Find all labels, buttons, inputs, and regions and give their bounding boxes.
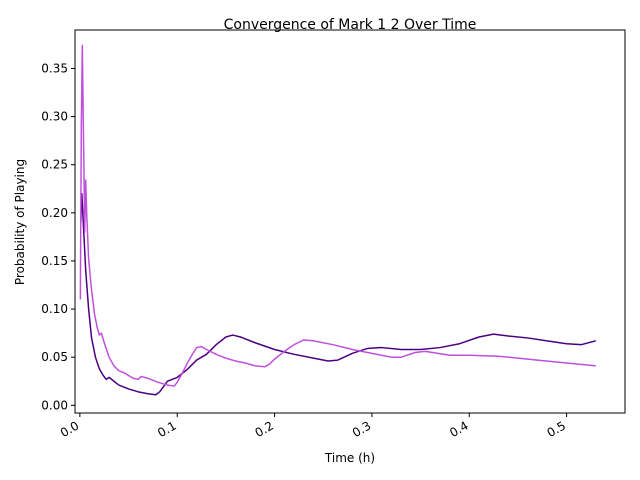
series-line-1 [80, 192, 596, 396]
series-line-2 [79, 44, 596, 387]
plot-frame [74, 29, 626, 414]
y-axis-ticks: 0.00 0.05 0.10 0.15 0.20 0.25 0.30 0.35 [41, 61, 75, 412]
x-axis-label: Time (h) [324, 451, 375, 465]
y-tick-label: 0.35 [41, 61, 68, 75]
y-tick-label: 0.20 [41, 206, 68, 220]
plot-area [79, 44, 596, 396]
chart-title: Convergence of Mark 1 2 Over Time [224, 17, 477, 33]
y-tick-label: 0.05 [41, 350, 68, 364]
y-axis-label: Probability of Playing [13, 159, 27, 285]
y-tick-label: 0.10 [41, 302, 68, 316]
y-tick-label: 0.00 [41, 398, 68, 412]
y-tick-label: 0.30 [41, 110, 68, 124]
y-tick-label: 0.25 [41, 158, 68, 172]
y-tick-label: 0.15 [41, 254, 68, 268]
